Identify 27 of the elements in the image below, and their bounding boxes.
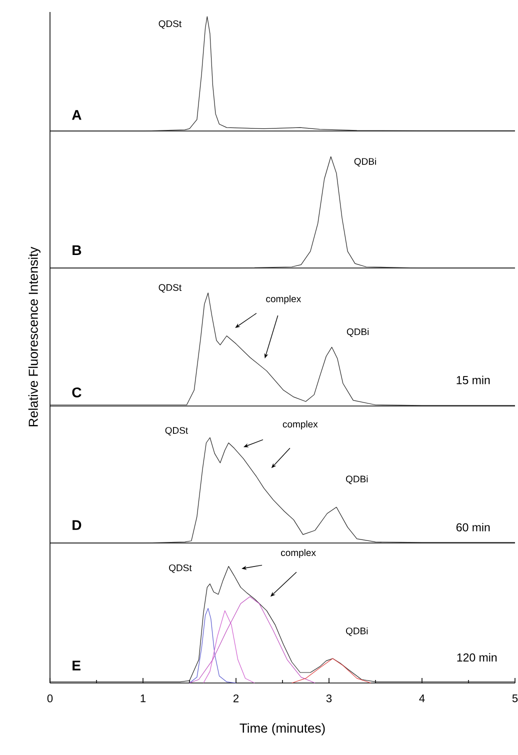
annotation: complex [266,295,302,304]
x-tick-label: 0 [47,694,53,702]
annotation: A [72,110,82,120]
annotation: 60 min [456,522,490,532]
annotation: QDBi [346,627,368,636]
x-tick-label: 1 [140,694,146,702]
annotation: QDBi [354,158,376,167]
text: QDSt [158,284,182,293]
annotation: QDBi [346,328,369,337]
annotation: 120 min [457,653,497,662]
annotation: E [72,660,80,670]
annotation: D [72,520,82,530]
text: complex [282,420,318,430]
annotation: 15 min [456,376,490,384]
x-axis-title: Time (minutes) [240,723,325,736]
annotation: B [72,245,82,255]
x-tick-label: 2 [233,694,239,702]
x-tick-label: 3 [326,694,332,702]
x-tick-label: 5 [512,694,518,702]
annotation: QDBi [346,475,368,484]
text: complex [281,549,316,558]
x-tick-label: 4 [419,694,425,702]
annotation: QDSt [169,564,192,573]
annotation: C [72,387,82,398]
annotation: QDSt [158,20,182,29]
y-axis-title: Relative Fluorescence Intensity [28,246,40,426]
text: QDSt [165,427,188,436]
